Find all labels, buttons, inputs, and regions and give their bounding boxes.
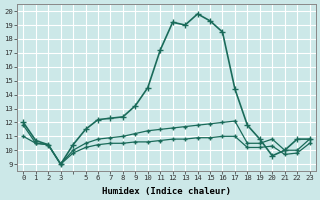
X-axis label: Humidex (Indice chaleur): Humidex (Indice chaleur) [102, 187, 231, 196]
